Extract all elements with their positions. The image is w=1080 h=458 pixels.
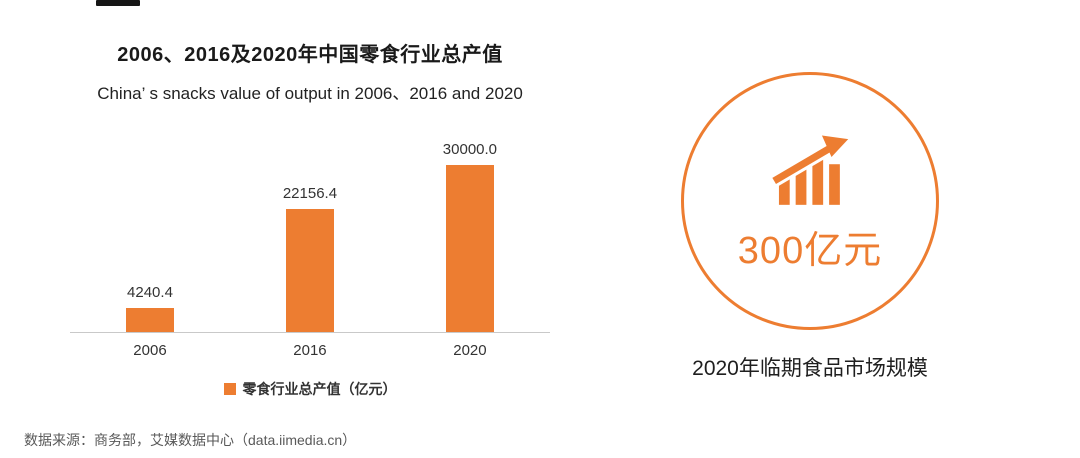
cropped-text-fragment	[96, 0, 140, 6]
highlight-value: 300亿元	[737, 229, 883, 272]
bar	[445, 165, 494, 332]
growth-bar-chart-icon	[770, 135, 849, 205]
x-axis-label: 2020	[453, 342, 487, 359]
highlight-caption: 2020年临期食品市场规模	[692, 357, 928, 380]
bar-column: 30000.0	[390, 141, 550, 332]
x-axis-label: 2006	[133, 342, 167, 359]
highlight-panel: 300亿元 2020年临期食品市场规模	[600, 0, 1020, 382]
data-source: 数据来源：商务部，艾媒数据中心（data.iimedia.cn）	[24, 432, 357, 448]
bar-chart-panel: 2006、2016及2020年中国零食行业总产值 China’ s snacks…	[60, 38, 560, 399]
bar	[125, 308, 174, 332]
bar	[285, 209, 334, 332]
bar-column: 22156.4	[230, 185, 390, 332]
highlight-circle: 300亿元	[681, 72, 939, 330]
chart-legend: 零食行业总产值（亿元）	[60, 379, 560, 399]
chart-title: 2006、2016及2020年中国零食行业总产值	[117, 44, 503, 66]
bar-value-label: 30000.0	[442, 141, 498, 158]
bar-value-label: 22156.4	[282, 185, 338, 202]
bar-column: 4240.4	[70, 284, 230, 332]
bars-area: 4240.4 22156.4 30000.0	[70, 132, 550, 333]
chart-subtitle: China’ s snacks value of output in 2006、…	[97, 84, 523, 103]
bar-value-label: 4240.4	[127, 284, 173, 301]
legend-swatch	[223, 383, 236, 395]
legend-label: 零食行业总产值（亿元）	[242, 381, 397, 397]
x-axis: 2006 2016 2020	[70, 342, 550, 359]
x-axis-label: 2016	[293, 342, 327, 359]
bar-plot: 4240.4 22156.4 30000.0 2006 2016 2020	[60, 132, 560, 359]
